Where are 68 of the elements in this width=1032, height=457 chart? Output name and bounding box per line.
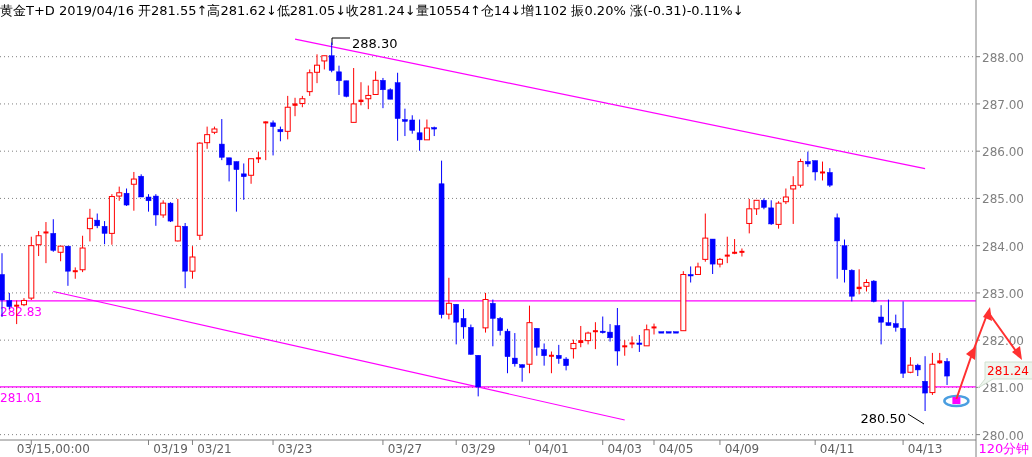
candlestick	[101, 220, 108, 245]
x-tick-label: 03/19	[153, 442, 188, 456]
candlestick	[350, 67, 357, 123]
candlestick	[189, 245, 196, 280]
candlestick	[72, 266, 78, 280]
candlestick	[519, 363, 525, 383]
x-tick-label: 03/29	[460, 442, 496, 456]
candlestick	[827, 167, 833, 188]
candlestick	[922, 355, 928, 412]
y-tick-label: 287.00	[982, 97, 1024, 112]
x-tick-label: 04/05	[658, 442, 694, 456]
candlestick	[50, 218, 57, 253]
candlestick	[629, 335, 635, 349]
candlestick	[592, 321, 598, 350]
candlestick	[416, 119, 423, 152]
y-tick-label: 281.00	[982, 381, 1024, 396]
candlestick	[534, 327, 540, 357]
candlestick	[724, 236, 730, 264]
candlestick	[739, 248, 745, 258]
candlestick	[570, 339, 577, 360]
candlestick	[548, 350, 554, 374]
ref-line-label: 281.01	[0, 390, 42, 405]
candlestick	[263, 120, 269, 161]
candlestick	[512, 332, 518, 368]
candlestick	[944, 357, 950, 386]
candlestick	[365, 85, 372, 110]
y-tick-label: 283.00	[982, 286, 1024, 301]
candlestick	[578, 325, 584, 348]
candlestick	[241, 162, 247, 201]
x-tick-label: 03/21	[197, 442, 232, 456]
candlestick	[270, 119, 276, 156]
candlestick	[782, 188, 789, 205]
x-tick-label: 04/01	[534, 442, 569, 456]
x-tick-label: 04/03	[607, 442, 643, 456]
candlestick	[130, 171, 137, 212]
y-tick-label: 284.00	[982, 239, 1024, 254]
candlestick	[651, 323, 657, 335]
text: 281.24	[987, 364, 1029, 378]
x-tick-label: 04/13	[907, 442, 943, 456]
y-tick-label: 288.00	[982, 50, 1024, 65]
y-tick-label: 285.00	[982, 192, 1024, 207]
y-tick-label: 286.00	[982, 145, 1024, 160]
candlestick	[423, 119, 430, 141]
y-tick-label: 280.00	[982, 428, 1024, 443]
candlestick	[834, 213, 840, 280]
candlestick	[702, 213, 709, 263]
x-tick-label: 04/09	[724, 442, 760, 456]
candlestick	[248, 158, 255, 185]
text: 120分钟	[978, 441, 1030, 456]
candlestick	[86, 208, 93, 242]
candlestick	[372, 70, 379, 95]
candlestick	[541, 342, 547, 367]
x-tick-label: 03/23	[277, 442, 313, 456]
candlestick	[643, 324, 650, 347]
candlestick	[43, 221, 49, 264]
chart-title: 黄金T+D 2019/04/16 开281.55↑高281.62↓低281.05↓收281.24↓量10554↑仓14↓增1102 振0.20% 涨(-0.31)-0.11%↓	[0, 3, 744, 18]
annotation: 288.30	[352, 36, 398, 51]
candlestick	[174, 198, 181, 242]
candlestick	[328, 42, 335, 73]
x-tick-label: 04/11	[819, 442, 855, 456]
candlestick	[79, 235, 86, 273]
x-tick-label: 03/27	[387, 442, 423, 456]
candlestick	[35, 230, 42, 257]
x-tick-label: 03/15,00:00	[16, 442, 90, 456]
candlestick	[820, 161, 826, 181]
candlestick	[445, 277, 452, 320]
candlestick	[775, 200, 782, 230]
annotation: 280.50	[860, 411, 906, 426]
